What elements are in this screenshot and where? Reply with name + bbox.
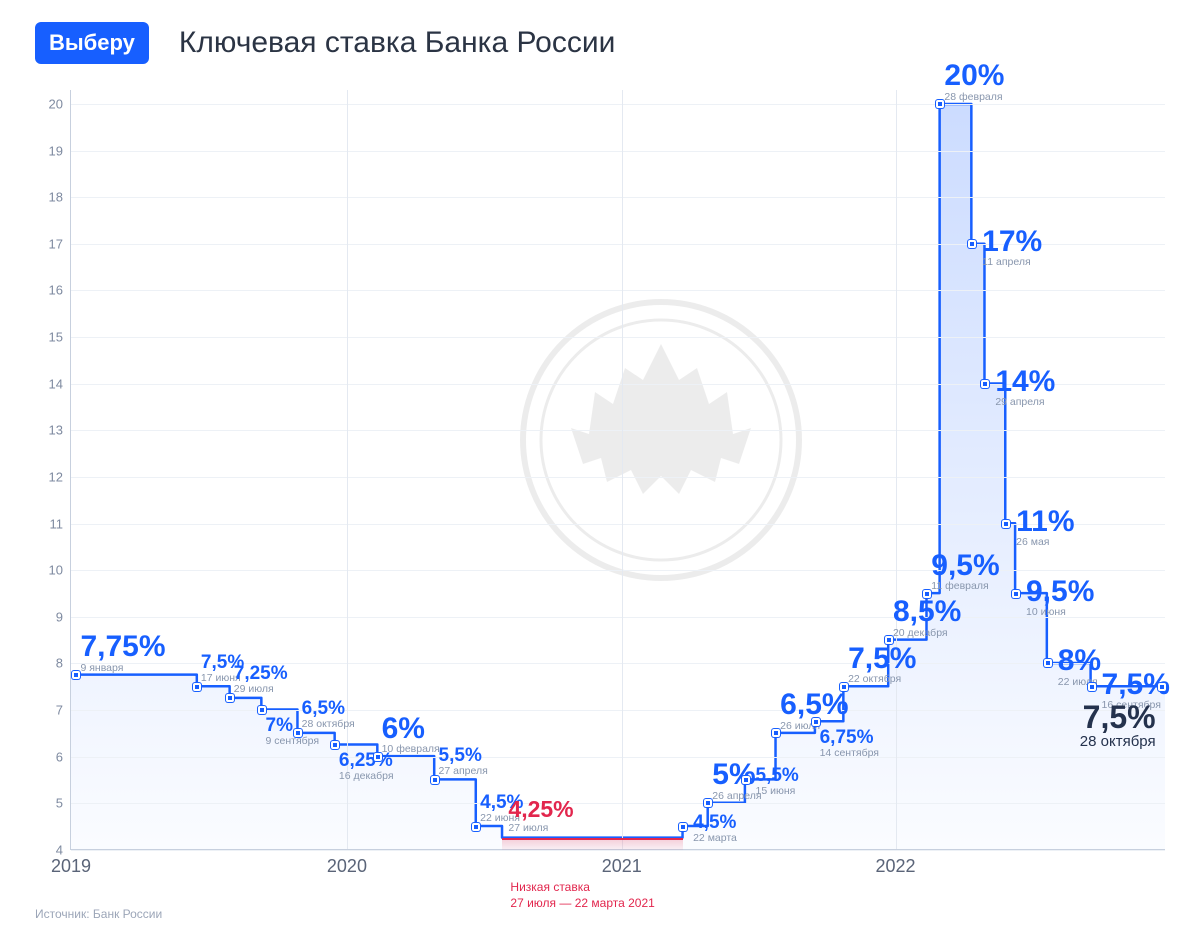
rate-label: 5%26 апреля [712,759,761,802]
data-marker [1044,659,1052,667]
y-tick: 6 [56,749,71,764]
y-tick: 14 [49,376,71,391]
rate-label: 6%10 февраля [382,713,440,756]
data-marker [1002,520,1010,528]
data-marker [923,590,931,598]
data-marker [968,240,976,248]
y-tick: 17 [49,236,71,251]
page-title: Ключевая ставка Банка России [179,26,615,60]
y-tick: 12 [49,469,71,484]
rate-label: 8,5%20 декабря [893,596,961,639]
rate-label: 14%29 апреля [995,366,1055,409]
rate-label: 8%22 июля [1058,645,1101,688]
y-tick: 5 [56,796,71,811]
data-marker [294,729,302,737]
low-rate-note: Низкая ставка27 июля — 22 марта 2021 [510,880,654,911]
rate-label: 5,5%15 июня [756,766,799,797]
data-marker [704,799,712,807]
rate-label: 6,75%14 сентября [820,728,879,759]
data-marker [981,380,989,388]
data-marker [936,100,944,108]
rate-label: 17%11 апреля [982,226,1042,269]
rate-label: 7,75%9 января [80,631,165,674]
y-tick: 15 [49,330,71,345]
rate-label: 11%26 мая [1016,506,1074,549]
data-marker [1088,683,1096,691]
rate-label: 7,5%22 октября [848,643,916,686]
y-tick: 20 [49,96,71,111]
data-marker [1012,590,1020,598]
y-tick: 10 [49,563,71,578]
low-rate-value: 4,25% [508,796,573,823]
y-tick: 7 [56,703,71,718]
data-marker [840,683,848,691]
rate-chart: 4567891011121314151617181920201920202021… [35,90,1165,880]
data-marker [258,706,266,714]
y-tick: 16 [49,283,71,298]
data-marker [472,823,480,831]
rate-label: 20%28 февраля [944,60,1004,103]
y-tick: 19 [49,143,71,158]
x-tick: 2020 [327,856,367,877]
data-marker [742,776,750,784]
data-marker [679,823,687,831]
x-tick: 2021 [602,856,642,877]
low-rate-date: 27 июля [508,822,548,834]
data-marker [772,729,780,737]
data-marker [72,671,80,679]
rate-label: 9,5%10 июня [1026,576,1094,619]
data-marker [1158,683,1166,691]
y-tick: 8 [56,656,71,671]
y-tick: 13 [49,423,71,438]
y-tick: 18 [49,190,71,205]
data-marker [885,636,893,644]
low-rate-band [502,838,683,850]
x-tick: 2019 [51,856,91,877]
data-marker [331,741,339,749]
data-marker [431,776,439,784]
rate-label: 7,5%28 октября [1080,701,1156,750]
data-marker [812,718,820,726]
x-tick: 2022 [876,856,916,877]
y-tick: 9 [56,609,71,624]
rate-label: 6,25%16 декабря [339,751,394,782]
watermark-eagle-icon [511,290,811,590]
logo-badge: Выберу [35,22,149,64]
data-marker [374,753,382,761]
y-tick: 11 [50,516,72,531]
data-marker [226,694,234,702]
rate-label: 6,5%28 октября [302,699,355,730]
rate-label: 4,5%22 марта [693,813,737,844]
data-marker [193,683,201,691]
source-text: Источник: Банк России [35,907,162,921]
rate-label: 9,5%11 февраля [931,550,999,593]
rate-label: 5,5%27 апреля [439,746,488,777]
rate-label: 7,25%29 июля [234,664,288,695]
step-area-fill [71,90,1165,849]
